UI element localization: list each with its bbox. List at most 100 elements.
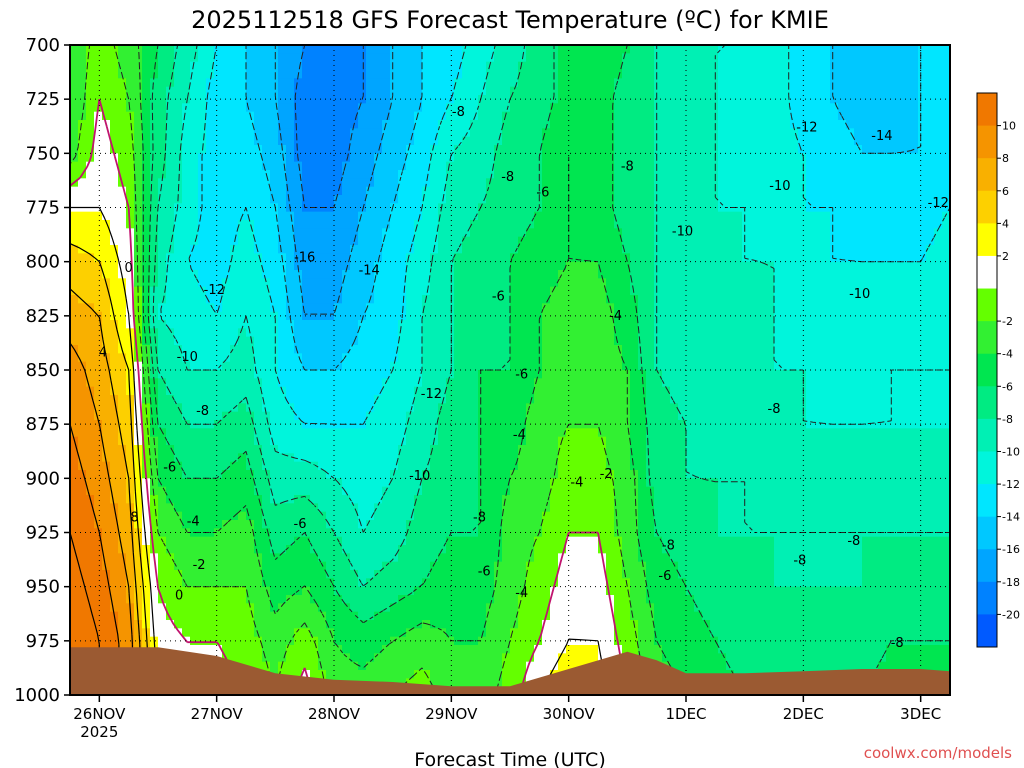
temperature-cell [294, 661, 303, 671]
temperature-cell [446, 295, 455, 304]
temperature-cell [270, 261, 279, 271]
temperature-cell [398, 286, 407, 296]
temperature-cell [414, 345, 423, 354]
temperature-cell [118, 295, 127, 304]
temperature-cell [414, 520, 423, 529]
temperature-cell [398, 136, 407, 146]
temperature-cell [518, 578, 527, 588]
temperature-cell [486, 470, 495, 479]
temperature-cell [350, 320, 359, 329]
temperature-cell [118, 61, 127, 71]
temperature-cell [238, 195, 247, 204]
temperature-cell [310, 86, 319, 96]
temperature-cell [422, 320, 431, 329]
temperature-cell [342, 61, 351, 71]
temperature-cell [318, 436, 327, 446]
temperature-cell [358, 78, 367, 88]
temperature-cell [438, 370, 447, 379]
temperature-cell [302, 628, 311, 638]
temperature-cell [86, 278, 95, 288]
temperature-cell [334, 186, 343, 196]
temperature-cell [94, 595, 103, 604]
temperature-cell [246, 395, 255, 404]
temperature-cell [542, 253, 551, 263]
temperature-cell [566, 486, 575, 496]
temperature-cell [510, 503, 519, 513]
temperature-cell [134, 203, 143, 213]
temperature-cell [438, 470, 447, 479]
temperature-cell [158, 353, 167, 363]
temperature-cell [150, 253, 159, 263]
temperature-cell [398, 536, 407, 546]
temperature-cell [254, 511, 263, 521]
temperature-cell [286, 278, 295, 288]
temperature-cell [430, 678, 439, 688]
temperature-cell [182, 578, 191, 588]
temperature-cell [462, 345, 471, 354]
temperature-cell [390, 336, 399, 346]
temperature-cell [494, 153, 503, 163]
temperature-cell [470, 236, 479, 246]
temperature-cell [550, 270, 559, 279]
temperature-cell [534, 145, 543, 154]
temperature-cell [238, 536, 247, 546]
temperature-cell [582, 78, 591, 88]
temperature-cell [558, 653, 567, 663]
temperature-cell [406, 286, 415, 296]
temperature-cell [126, 178, 135, 188]
temperature-cell [558, 436, 567, 446]
temperature-cell [262, 228, 271, 238]
temperature-cell [478, 511, 487, 521]
temperature-cell [294, 386, 303, 396]
temperature-cell [246, 428, 255, 438]
temperature-cell [574, 211, 583, 221]
temperature-cell [446, 345, 455, 354]
temperature-cell [366, 270, 375, 279]
temperature-cell [278, 53, 287, 63]
temperature-cell [190, 211, 199, 221]
temperature-cell [166, 186, 175, 196]
temperature-cell [486, 278, 495, 288]
temperature-cell [406, 561, 415, 571]
temperature-cell [494, 495, 503, 504]
temperature-cell [494, 145, 503, 154]
temperature-cell [486, 170, 495, 179]
temperature-cell [382, 503, 391, 513]
temperature-cell [286, 78, 295, 88]
temperature-cell [454, 420, 463, 429]
temperature-cell [454, 570, 463, 579]
temperature-cell [574, 336, 583, 346]
temperature-cell [302, 45, 311, 54]
temperature-cell [222, 636, 231, 646]
temperature-cell [326, 595, 335, 604]
temperature-cell [190, 611, 199, 621]
temperature-cell [206, 128, 215, 138]
temperature-cell [438, 386, 447, 396]
temperature-cell [86, 195, 95, 204]
temperature-cell [318, 570, 327, 579]
temperature-cell [438, 95, 447, 104]
temperature-cell [246, 303, 255, 313]
temperature-cell [526, 78, 535, 88]
temperature-cell [406, 453, 415, 463]
temperature-cell [334, 195, 343, 204]
temperature-cell [342, 203, 351, 213]
temperature-cell [390, 578, 399, 588]
temperature-cell [310, 345, 319, 354]
temperature-cell [510, 303, 519, 313]
temperature-cell [118, 453, 127, 463]
temperature-cell [446, 428, 455, 438]
temperature-cell [94, 45, 103, 54]
temperature-cell [566, 328, 575, 338]
temperature-cell [286, 361, 295, 371]
temperature-cell [70, 486, 79, 496]
temperature-cell [406, 678, 415, 688]
temperature-cell [510, 653, 519, 663]
temperature-cell [446, 503, 455, 513]
temperature-cell [78, 145, 87, 154]
temperature-cell [486, 570, 495, 579]
temperature-cell [262, 378, 271, 388]
temperature-cell [462, 470, 471, 479]
temperature-cell [326, 453, 335, 463]
temperature-cell [350, 553, 359, 563]
